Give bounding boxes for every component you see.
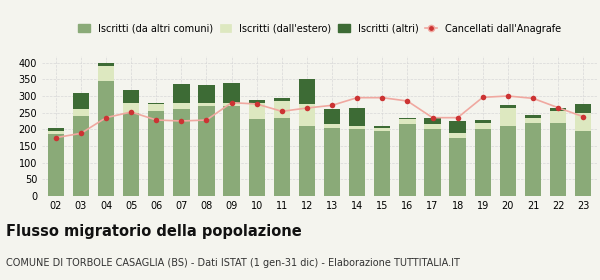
Bar: [575, 104, 592, 113]
Point: [578, 115, 588, 119]
Bar: [424, 129, 440, 196]
Point: [377, 95, 387, 100]
Point: [428, 115, 437, 120]
Bar: [475, 120, 491, 123]
Bar: [374, 131, 391, 196]
Bar: [47, 128, 64, 131]
Bar: [199, 103, 215, 106]
Bar: [324, 109, 340, 124]
Bar: [500, 108, 516, 126]
Bar: [123, 113, 139, 196]
Bar: [324, 128, 340, 196]
Bar: [98, 81, 114, 196]
Bar: [173, 109, 190, 196]
Bar: [223, 103, 240, 106]
Point: [352, 95, 362, 100]
Point: [51, 136, 61, 140]
Bar: [349, 126, 365, 129]
Bar: [475, 129, 491, 196]
Bar: [123, 103, 139, 113]
Bar: [575, 113, 592, 131]
Bar: [223, 106, 240, 196]
Bar: [248, 100, 265, 103]
Bar: [73, 116, 89, 196]
Bar: [299, 126, 315, 196]
Bar: [248, 119, 265, 196]
Bar: [349, 108, 365, 126]
Bar: [299, 79, 315, 104]
Bar: [274, 118, 290, 196]
Bar: [374, 128, 391, 131]
Point: [151, 118, 161, 122]
Bar: [173, 103, 190, 109]
Bar: [199, 106, 215, 196]
Point: [327, 103, 337, 108]
Point: [453, 115, 463, 120]
Bar: [73, 93, 89, 109]
Bar: [173, 84, 190, 103]
Point: [528, 96, 538, 101]
Bar: [424, 124, 440, 129]
Point: [227, 101, 236, 105]
Bar: [449, 133, 466, 138]
Bar: [424, 118, 440, 124]
Point: [503, 94, 512, 98]
Bar: [274, 98, 290, 101]
Bar: [248, 103, 265, 119]
Bar: [223, 83, 240, 103]
Bar: [500, 126, 516, 196]
Bar: [399, 119, 416, 124]
Bar: [123, 90, 139, 103]
Point: [76, 131, 86, 136]
Bar: [47, 134, 64, 196]
Bar: [550, 108, 566, 111]
Point: [403, 99, 412, 103]
Bar: [274, 101, 290, 118]
Bar: [550, 123, 566, 196]
Bar: [399, 124, 416, 196]
Legend: Iscritti (da altri comuni), Iscritti (dall'estero), Iscritti (altri), Cancellati: Iscritti (da altri comuni), Iscritti (da…: [76, 22, 563, 36]
Point: [277, 109, 287, 114]
Bar: [148, 103, 164, 104]
Bar: [98, 63, 114, 66]
Point: [127, 110, 136, 114]
Bar: [98, 66, 114, 81]
Text: Flusso migratorio della popolazione: Flusso migratorio della popolazione: [6, 224, 302, 239]
Point: [302, 106, 312, 110]
Text: COMUNE DI TORBOLE CASAGLIA (BS) - Dati ISTAT (1 gen-31 dic) - Elaborazione TUTTI: COMUNE DI TORBOLE CASAGLIA (BS) - Dati I…: [6, 258, 460, 268]
Bar: [299, 104, 315, 126]
Bar: [475, 123, 491, 129]
Bar: [374, 126, 391, 128]
Point: [553, 106, 563, 110]
Bar: [148, 111, 164, 196]
Bar: [550, 111, 566, 123]
Bar: [349, 129, 365, 196]
Bar: [399, 118, 416, 119]
Point: [478, 95, 488, 100]
Bar: [449, 138, 466, 196]
Bar: [500, 105, 516, 108]
Bar: [449, 121, 466, 133]
Point: [252, 102, 262, 106]
Point: [176, 119, 186, 123]
Bar: [525, 118, 541, 123]
Bar: [324, 124, 340, 128]
Bar: [148, 104, 164, 111]
Bar: [575, 131, 592, 196]
Bar: [199, 85, 215, 103]
Bar: [525, 123, 541, 196]
Bar: [525, 115, 541, 118]
Point: [101, 115, 111, 120]
Point: [202, 118, 211, 122]
Bar: [47, 131, 64, 134]
Bar: [73, 109, 89, 116]
